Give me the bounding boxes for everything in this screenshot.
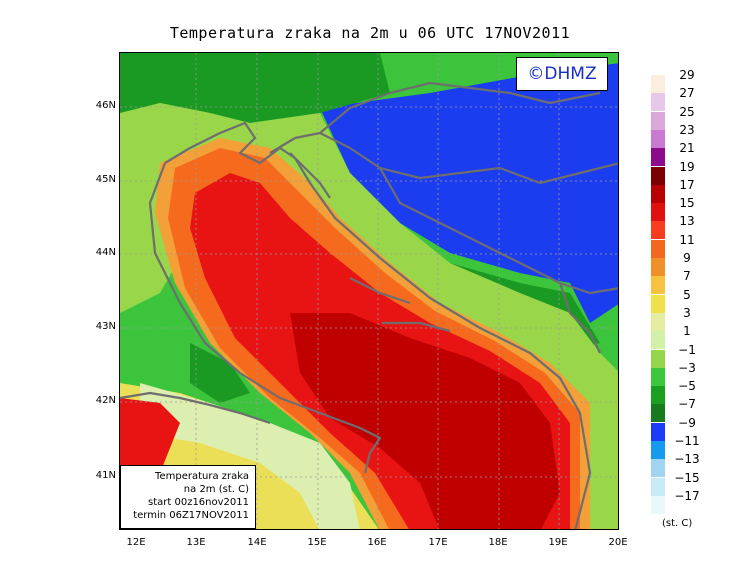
lon-label: 14E xyxy=(247,537,267,548)
legend-value: −7 xyxy=(678,397,696,412)
legend-swatch xyxy=(651,239,665,258)
legend-swatch xyxy=(651,349,665,368)
lon-label: 16E xyxy=(367,537,387,548)
legend-swatch xyxy=(651,184,665,203)
apennine-dark-green xyxy=(190,343,250,403)
lat-label: 42N xyxy=(95,395,116,406)
legend-swatch xyxy=(651,331,665,350)
legend-swatch xyxy=(651,93,665,112)
legend-swatch xyxy=(651,404,665,423)
legend-value: 15 xyxy=(679,196,695,211)
cold-interior-region xyxy=(320,63,618,323)
legend-swatch xyxy=(651,422,665,441)
legend-value: −17 xyxy=(674,488,700,503)
legend-swatch xyxy=(651,129,665,148)
legend-value: −13 xyxy=(674,452,700,467)
legend-swatch xyxy=(651,258,665,276)
legend-swatch xyxy=(651,477,665,496)
dhmz-logo: ©DHMZ xyxy=(516,57,608,91)
legend-value: −9 xyxy=(678,415,696,430)
lat-label: 46N xyxy=(95,100,116,111)
legend-value: 29 xyxy=(679,68,695,82)
lon-label: 20E xyxy=(608,537,628,548)
lat-label: 45N xyxy=(95,174,116,185)
info-line-3: start 00z16nov2011 xyxy=(148,497,249,508)
south-italy-warm xyxy=(120,398,180,483)
legend-swatch xyxy=(651,294,665,313)
legend-swatch xyxy=(651,111,665,130)
info-line-4: termin 06Z17NOV2011 xyxy=(133,510,249,521)
legend-unit: (st. C) xyxy=(662,518,693,529)
legend-swatch xyxy=(651,386,665,405)
legend-value: 23 xyxy=(679,122,695,137)
legend-swatch xyxy=(651,203,665,222)
legend-swatch xyxy=(651,221,665,240)
map-panel: ©DHMZ Temperatura zraka na 2m (st. C) st… xyxy=(119,52,619,530)
lon-label: 18E xyxy=(488,537,508,548)
legend-swatch xyxy=(651,75,665,93)
legend-value: 3 xyxy=(683,305,691,320)
legend-value: 19 xyxy=(679,159,695,174)
legend-value: −3 xyxy=(678,360,696,375)
legend-value: 1 xyxy=(683,324,691,339)
info-line-2: na 2m (st. C) xyxy=(183,484,249,495)
info-line-1: Temperatura zraka xyxy=(155,471,249,482)
lon-label: 13E xyxy=(186,537,206,548)
legend-swatch xyxy=(651,495,665,514)
legend-value: 27 xyxy=(679,86,695,101)
legend-swatch xyxy=(651,459,665,478)
legend-value: 13 xyxy=(679,214,695,229)
legend-swatch xyxy=(651,276,665,295)
legend-swatch xyxy=(651,166,665,185)
legend-swatch xyxy=(651,148,665,167)
legend-swatch xyxy=(651,312,665,331)
lon-label: 17E xyxy=(428,537,448,548)
coastline xyxy=(120,81,618,529)
legend-value: 5 xyxy=(683,287,691,302)
lon-label: 19E xyxy=(548,537,568,548)
lat-label: 41N xyxy=(95,470,116,481)
color-legend: 29 27 25 23 21 19 17 15 13 11 9 7 5 3 1 −1 −3 −5 −7 −9 −11 −1… xyxy=(651,68,740,515)
legend-value: −5 xyxy=(678,379,696,394)
lat-label: 43N xyxy=(95,321,116,332)
legend-swatch xyxy=(651,441,665,459)
legend-value: 11 xyxy=(679,232,695,247)
sea-deep-zone xyxy=(290,313,560,529)
legend-value: 25 xyxy=(679,104,695,119)
legend-value: 7 xyxy=(683,269,691,284)
coastal-light-belt xyxy=(140,383,360,529)
legend-value: −1 xyxy=(678,342,696,357)
legend-value: −11 xyxy=(674,434,700,448)
legend-value: 21 xyxy=(679,141,695,156)
lat-label: 44N xyxy=(95,247,116,258)
map-title: Temperatura zraka na 2m u 06 UTC 17NOV20… xyxy=(169,24,571,42)
legend-swatch xyxy=(651,367,665,386)
info-box: Temperatura zraka na 2m (st. C) start 00… xyxy=(120,465,256,529)
legend-value: 9 xyxy=(683,251,691,265)
temperature-map xyxy=(120,53,618,529)
alpine-dark-green xyxy=(120,53,390,123)
legend-value: −15 xyxy=(674,470,700,485)
lon-label: 15E xyxy=(307,537,327,548)
legend-value: 17 xyxy=(679,177,695,192)
lon-label: 12E xyxy=(126,537,146,548)
